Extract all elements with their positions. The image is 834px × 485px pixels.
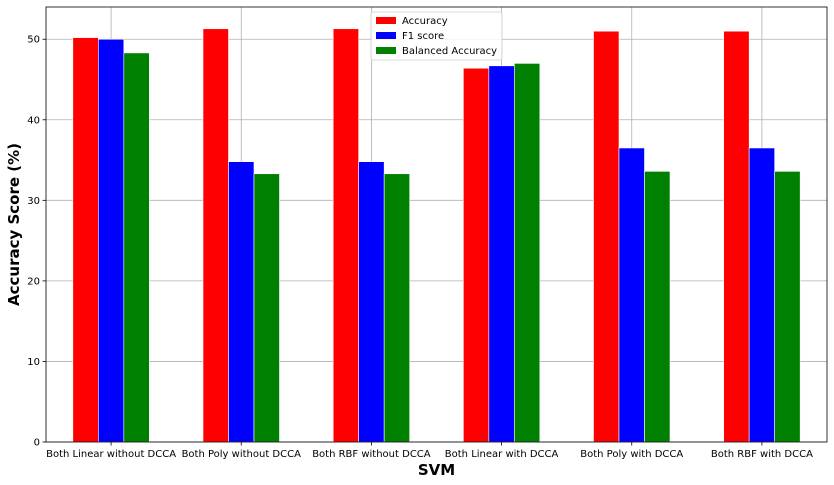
bar-balanced-accuracy — [514, 63, 541, 443]
y-tick-label: 50 — [27, 35, 40, 46]
x-tick-label: Both Linear with DCCA — [445, 449, 559, 460]
legend-swatch — [376, 47, 396, 54]
bar-balanced-accuracy — [123, 52, 150, 443]
x-tick-label: Both Poly with DCCA — [580, 449, 683, 460]
legend: Accuracy F1 score Balanced Accuracy — [370, 11, 503, 61]
bar-f1-score — [618, 147, 645, 443]
x-axis-label: SVM — [418, 461, 455, 479]
y-axis-label: Accuracy Score (%) — [5, 143, 23, 306]
bar-accuracy — [723, 30, 750, 443]
bar-f1-score — [748, 147, 775, 443]
bar-f1-score — [488, 65, 515, 443]
legend-swatch — [376, 32, 396, 39]
legend-swatch — [376, 17, 396, 24]
bar-accuracy — [72, 37, 99, 443]
x-tick-label: Both Linear without DCCA — [46, 449, 176, 460]
bar-balanced-accuracy — [383, 173, 410, 443]
y-tick-label: 20 — [27, 276, 40, 287]
bar-f1-score — [98, 38, 125, 443]
x-tick-label: Both RBF with DCCA — [711, 449, 813, 460]
y-tick-label: 30 — [27, 196, 40, 207]
bar-accuracy — [202, 28, 229, 443]
bar-balanced-accuracy — [644, 171, 671, 443]
bar-balanced-accuracy — [253, 173, 280, 443]
bar-f1-score — [358, 161, 385, 443]
y-tick-label: 40 — [27, 115, 40, 126]
legend-entry: Accuracy — [402, 16, 448, 27]
x-axis-ticks: Both Linear without DCCA Both Poly withou… — [46, 442, 813, 460]
y-tick-label: 10 — [27, 357, 40, 368]
bar-f1-score — [228, 161, 255, 443]
legend-box — [370, 11, 503, 61]
y-axis-ticks: 0 10 20 30 40 50 — [27, 35, 46, 449]
legend-entry: Balanced Accuracy — [402, 46, 497, 57]
bar-balanced-accuracy — [774, 171, 801, 443]
x-tick-label: Both Poly without DCCA — [182, 449, 302, 460]
bar-accuracy — [332, 28, 359, 443]
x-tick-label: Both RBF without DCCA — [312, 449, 431, 460]
plot-frame — [45, 6, 828, 443]
bars — [72, 28, 801, 443]
legend-entry: F1 score — [402, 31, 444, 42]
bar-accuracy — [463, 67, 490, 443]
y-tick-label: 0 — [34, 438, 40, 449]
bar-accuracy — [593, 30, 620, 443]
grid-lines — [46, 7, 827, 443]
